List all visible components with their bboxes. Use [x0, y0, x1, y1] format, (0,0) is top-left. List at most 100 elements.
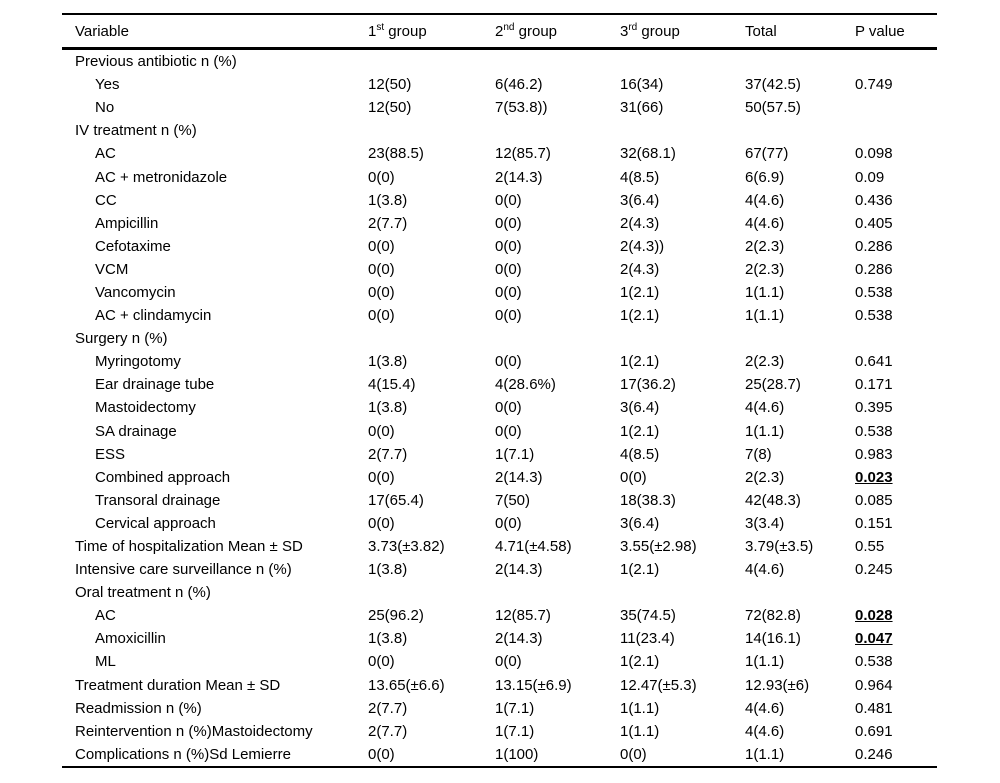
table-row: Ear drainage tube 4(15.4) 4(28.6%) 17(36.2)…	[62, 373, 937, 396]
variable-cell: ESS	[95, 445, 126, 463]
group2-cell	[495, 119, 620, 142]
group2-cell: 1(7.1)	[495, 722, 535, 740]
group2-cell: 2(14.3)	[495, 468, 543, 486]
pvalue-cell: 0.538	[855, 307, 893, 325]
total-cell: 25(28.7)	[745, 376, 801, 394]
group3-cell: 2(4.3))	[620, 237, 665, 255]
total-cell: 4(4.6)	[745, 699, 785, 717]
group1-ordinal: 1	[368, 22, 377, 40]
total-cell: 2(2.3)	[745, 353, 785, 371]
group1-label-tail: group	[384, 22, 427, 40]
total-cell	[745, 327, 855, 350]
group1-cell: 2(7.7)	[368, 445, 408, 463]
total-cell: 2(2.3)	[745, 237, 785, 255]
total-cell: 4(4.6)	[745, 214, 785, 232]
table-row: Readmission n (%) 2(7.7) 1(7.1) 1(1.1) 4(4.6…	[62, 697, 937, 720]
section-row: Oral treatment n (%)	[62, 581, 937, 604]
group3-cell: 1(1.1)	[620, 699, 660, 717]
variable-cell: Mastoidectomy	[95, 399, 196, 417]
results-table: Variable 1st group 2nd group 3rd group T…	[62, 13, 937, 768]
variable-cell: Amoxicillin	[95, 630, 166, 648]
section-row: Surgery n (%)	[62, 327, 937, 350]
pvalue-cell: 0.098	[855, 145, 893, 163]
pvalue-cell: 0.171	[855, 376, 893, 394]
group3-cell: 2(4.3)	[620, 260, 660, 278]
variable-cell: Combined approach	[95, 468, 231, 486]
table-row: AC 25(96.2) 12(85.7) 35(74.5) 72(82.8) 0.028	[62, 604, 937, 627]
table-body: Previous antibiotic n (%) Yes 12(50) 6(46.2…	[62, 49, 937, 767]
group3-cell: 0(0)	[620, 745, 647, 763]
total-cell	[745, 49, 855, 74]
group1-cell: 1(3.8)	[368, 561, 408, 579]
group1-cell: 0(0)	[368, 422, 395, 440]
group1-cell: 1(3.8)	[368, 399, 408, 417]
group3-cell: 31(66)	[620, 99, 664, 117]
table-row: AC + metronidazole 0(0) 2(14.3) 4(8.5) 6(6.9…	[62, 165, 937, 188]
group2-cell: 0(0)	[495, 422, 522, 440]
section-row: Previous antibiotic n (%)	[62, 49, 937, 74]
total-cell: 50(57.5)	[745, 99, 801, 117]
group3-cell: 3(6.4)	[620, 399, 660, 417]
variable-cell: AC + metronidazole	[95, 168, 228, 186]
group3-cell: 17(36.2)	[620, 376, 676, 394]
group1-cell: 3.73(±3.82)	[368, 538, 445, 556]
column-header-pvalue: P value	[855, 14, 937, 50]
pvalue-cell: 0.481	[855, 699, 893, 717]
group3-cell: 1(2.1)	[620, 283, 660, 301]
pvalue-cell	[855, 581, 937, 604]
group1-cell: 0(0)	[368, 514, 395, 532]
group3-label-tail: group	[637, 22, 680, 40]
table-row: AC + clindamycin 0(0) 0(0) 1(2.1) 1(1.1) 0.53…	[62, 304, 937, 327]
variable-cell: Myringotomy	[95, 353, 181, 371]
group1-cell	[368, 327, 495, 350]
group1-cell: 0(0)	[368, 653, 395, 671]
group2-cell: 4.71(±4.58)	[495, 538, 572, 556]
pvalue-cell: 0.028	[855, 607, 893, 625]
group1-cell: 0(0)	[368, 260, 395, 278]
group3-ordinal: 3	[620, 22, 629, 40]
pvalue-cell: 0.538	[855, 283, 893, 301]
group2-cell: 0(0)	[495, 353, 522, 371]
group1-ordinal-suffix: st	[376, 21, 385, 33]
group1-cell: 1(3.8)	[368, 353, 408, 371]
pvalue-cell: 0.538	[855, 422, 893, 440]
group3-cell: 1(2.1)	[620, 307, 660, 325]
pvalue-cell: 0.749	[855, 76, 893, 94]
total-cell: 72(82.8)	[745, 607, 801, 625]
total-cell: 1(1.1)	[745, 283, 785, 301]
total-cell: 37(42.5)	[745, 76, 801, 94]
header-row: Variable 1st group 2nd group 3rd group T…	[62, 14, 937, 50]
group1-cell: 25(96.2)	[368, 607, 424, 625]
total-cell: 12.93(±6)	[745, 676, 810, 694]
pvalue-cell: 0.047	[855, 630, 893, 648]
table-row: Yes 12(50) 6(46.2) 16(34) 37(42.5) 0.749	[62, 73, 937, 96]
group2-ordinal: 2	[495, 22, 504, 40]
group2-cell: 1(7.1)	[495, 699, 535, 717]
pvalue-cell	[855, 49, 937, 74]
table-row: Time of hospitalization Mean ± SD 3.73(±3…	[62, 535, 937, 558]
group3-cell: 11(23.4)	[620, 630, 675, 648]
group3-cell: 3(6.4)	[620, 191, 660, 209]
table-row: Transoral drainage 17(65.4) 7(50) 18(38.3) 4…	[62, 489, 937, 512]
group2-cell: 2(14.3)	[495, 168, 543, 186]
variable-cell: Complications n (%)Sd Lemierre	[75, 745, 291, 763]
section-row: IV treatment n (%)	[62, 119, 937, 142]
pvalue-cell: 0.151	[855, 514, 893, 532]
variable-cell: Time of hospitalization Mean ± SD	[75, 538, 303, 556]
pvalue-cell: 0.023	[855, 468, 893, 486]
group2-cell: 0(0)	[495, 283, 522, 301]
group1-cell: 4(15.4)	[368, 376, 416, 394]
results-table-wrap: Variable 1st group 2nd group 3rd group T…	[62, 13, 937, 768]
table-row: SA drainage 0(0) 0(0) 1(2.1) 1(1.1) 0.538	[62, 420, 937, 443]
variable-cell: Previous antibiotic n (%)	[75, 53, 237, 71]
group2-ordinal-suffix: nd	[503, 21, 515, 33]
group1-cell: 1(3.8)	[368, 630, 408, 648]
pvalue-cell: 0.09	[855, 168, 885, 186]
pvalue-cell: 0.286	[855, 237, 893, 255]
group1-cell	[368, 581, 495, 604]
group2-cell: 0(0)	[495, 653, 522, 671]
group3-cell: 1(2.1)	[620, 422, 660, 440]
pvalue-cell: 0.55	[855, 538, 885, 556]
group1-cell: 0(0)	[368, 168, 395, 186]
